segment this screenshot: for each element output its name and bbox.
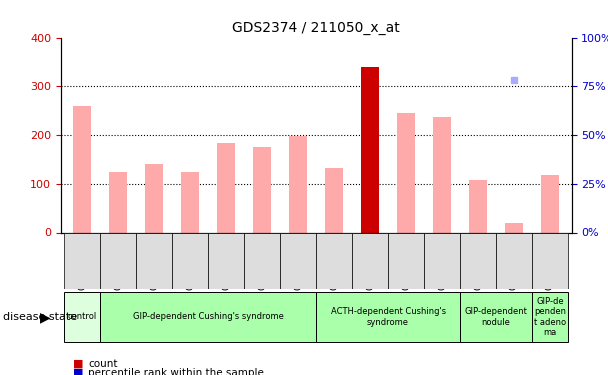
FancyBboxPatch shape bbox=[280, 232, 316, 289]
Bar bbox=[361, 67, 379, 232]
Bar bbox=[541, 175, 559, 232]
FancyBboxPatch shape bbox=[388, 232, 424, 289]
Bar bbox=[145, 164, 164, 232]
Text: count: count bbox=[88, 359, 118, 369]
FancyBboxPatch shape bbox=[64, 232, 100, 289]
Text: GIP-dependent Cushing's syndrome: GIP-dependent Cushing's syndrome bbox=[133, 312, 284, 321]
Text: ▶: ▶ bbox=[40, 310, 51, 324]
FancyBboxPatch shape bbox=[244, 232, 280, 289]
Text: GIP-dependent
nodule: GIP-dependent nodule bbox=[465, 307, 527, 327]
Bar bbox=[253, 147, 271, 232]
FancyBboxPatch shape bbox=[100, 292, 316, 342]
Text: ■: ■ bbox=[73, 368, 83, 375]
FancyBboxPatch shape bbox=[316, 232, 352, 289]
FancyBboxPatch shape bbox=[532, 292, 568, 342]
FancyBboxPatch shape bbox=[496, 232, 532, 289]
FancyBboxPatch shape bbox=[100, 232, 136, 289]
Text: GIP-de
penden
t adeno
ma: GIP-de penden t adeno ma bbox=[534, 297, 566, 337]
Title: GDS2374 / 211050_x_at: GDS2374 / 211050_x_at bbox=[232, 21, 400, 35]
Text: disease state: disease state bbox=[3, 312, 77, 322]
FancyBboxPatch shape bbox=[316, 292, 460, 342]
FancyBboxPatch shape bbox=[136, 232, 172, 289]
Bar bbox=[74, 106, 91, 232]
FancyBboxPatch shape bbox=[64, 292, 100, 342]
Text: percentile rank within the sample: percentile rank within the sample bbox=[88, 368, 264, 375]
FancyBboxPatch shape bbox=[460, 232, 496, 289]
Bar bbox=[217, 143, 235, 232]
Bar bbox=[433, 117, 451, 232]
Bar bbox=[181, 172, 199, 232]
Text: ■: ■ bbox=[73, 359, 83, 369]
FancyBboxPatch shape bbox=[424, 232, 460, 289]
FancyBboxPatch shape bbox=[172, 232, 209, 289]
Bar bbox=[325, 168, 343, 232]
FancyBboxPatch shape bbox=[532, 232, 568, 289]
Bar bbox=[469, 180, 487, 232]
FancyBboxPatch shape bbox=[209, 232, 244, 289]
FancyBboxPatch shape bbox=[352, 232, 388, 289]
FancyBboxPatch shape bbox=[460, 292, 532, 342]
Bar bbox=[289, 136, 307, 232]
Bar bbox=[109, 172, 127, 232]
Bar bbox=[505, 223, 523, 232]
Text: ACTH-dependent Cushing's
syndrome: ACTH-dependent Cushing's syndrome bbox=[331, 307, 446, 327]
Bar bbox=[397, 113, 415, 232]
Text: control: control bbox=[67, 312, 97, 321]
